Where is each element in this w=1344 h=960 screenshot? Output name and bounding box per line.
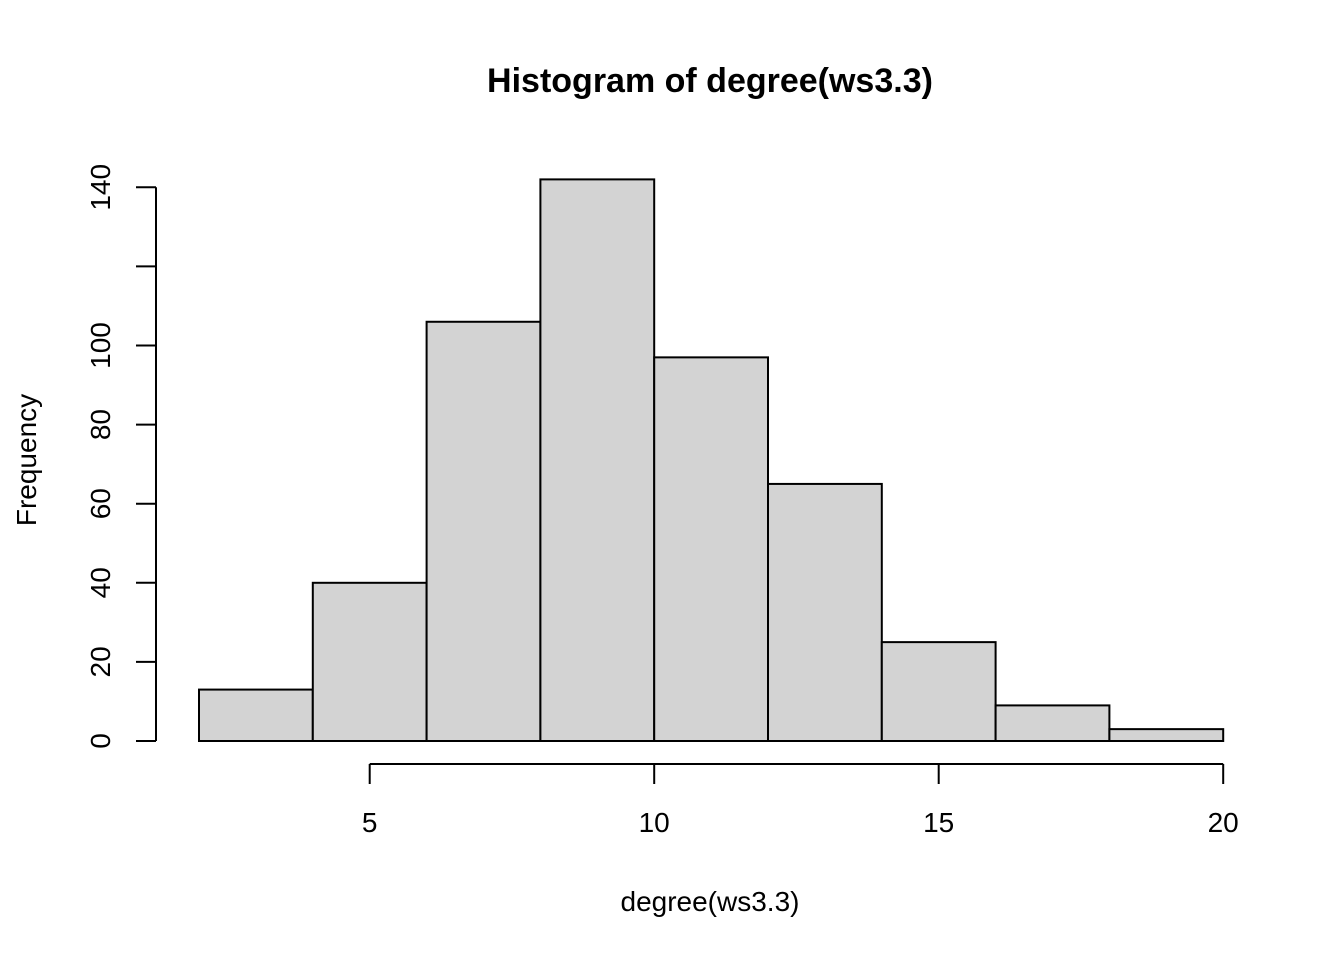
- histogram-bar-6: [880, 641, 997, 742]
- y-tick-label: 40: [85, 567, 116, 598]
- histogram-bar-0: [198, 688, 314, 743]
- histogram-bar-7: [994, 704, 1111, 743]
- x-tick-label: 10: [639, 807, 670, 838]
- x-tick-label: 5: [362, 807, 378, 838]
- histogram-bar-3: [539, 178, 656, 742]
- x-axis-label: degree(ws3.3): [621, 886, 800, 917]
- histogram-bar-4: [653, 356, 770, 742]
- x-tick-label: 15: [923, 807, 954, 838]
- histogram-bar-1: [311, 581, 428, 742]
- bars-group: [198, 178, 1225, 743]
- y-tick-label: 100: [85, 322, 116, 369]
- y-tick-label: 20: [85, 646, 116, 677]
- histogram-bar-2: [425, 320, 542, 742]
- y-tick-label: 140: [85, 164, 116, 211]
- x-tick-label: 20: [1208, 807, 1239, 838]
- y-axis: 0 20 40 60 80 100 140: [85, 164, 157, 749]
- y-tick-label: 0: [85, 733, 116, 749]
- y-tick-label: 80: [85, 409, 116, 440]
- histogram-bar-8: [1108, 728, 1225, 743]
- y-tick-label: 60: [85, 488, 116, 519]
- x-axis: 5 10 15 20: [362, 763, 1239, 838]
- histogram-bar-5: [767, 482, 883, 742]
- chart-title: Histogram of degree(ws3.3): [487, 62, 933, 100]
- y-axis-label: Frequency: [11, 394, 42, 526]
